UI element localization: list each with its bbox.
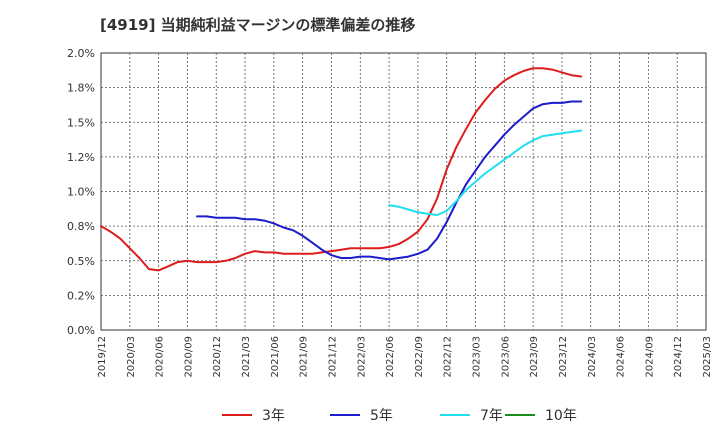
x-tick-label: 2020/03 — [126, 336, 137, 378]
y-tick-label: 1.5% — [67, 116, 95, 129]
x-tick-label: 2022/03 — [356, 336, 367, 378]
x-tick-label: 2020/09 — [183, 336, 194, 378]
x-tick-label: 2023/12 — [558, 336, 569, 378]
x-tick-label: 2020/06 — [155, 336, 166, 378]
x-tick-label: 2023/06 — [500, 336, 511, 378]
y-tick-label: 1.2% — [67, 151, 95, 164]
legend-label: 10年 — [545, 408, 577, 424]
legend-label: 3年 — [262, 408, 285, 424]
x-tick-label: 2024/03 — [587, 336, 598, 378]
y-tick-label: 0.2% — [67, 289, 95, 302]
chart-title: [4919] 当期純利益マージンの標準偏差の推移 — [100, 16, 416, 34]
y-tick-label: 0.8% — [67, 220, 95, 233]
y-tick-label: 1.0% — [67, 186, 95, 199]
x-tick-label: 2024/12 — [673, 336, 684, 378]
series-lines — [100, 67, 583, 272]
legend-label: 7年 — [480, 408, 503, 424]
x-tick-label: 2021/06 — [270, 336, 281, 378]
y-tick-label: 1.8% — [67, 82, 95, 95]
y-tick-label: 0.5% — [67, 255, 95, 268]
x-tick-label: 2021/09 — [299, 336, 310, 378]
x-tick-label: 2023/03 — [472, 336, 483, 378]
series-line-7年 — [388, 129, 583, 216]
x-tick-label: 2022/12 — [443, 336, 454, 378]
x-tick-label: 2025/03 — [702, 336, 713, 378]
axes: 0.0% 0.2% 0.5% 0.8% 1.0% 1.2% 1.5% 1.8% 2.0% 2019… — [67, 47, 713, 378]
legend-label: 5年 — [370, 408, 393, 424]
x-tick-label: 2020/12 — [212, 336, 223, 378]
x-tick-label: 2022/06 — [385, 336, 396, 378]
series-line-5年 — [196, 100, 583, 261]
x-tick-label: 2023/09 — [529, 336, 540, 378]
x-tick-label: 2024/06 — [616, 336, 627, 378]
y-tick-label: 2.0% — [67, 47, 95, 60]
y-tick-label: 0.0% — [67, 324, 95, 337]
legend: 3年 5年 7年 10年 — [222, 408, 577, 424]
plot-area — [100, 52, 707, 331]
x-tick-label: 2021/03 — [241, 336, 252, 378]
series-line-3年 — [100, 67, 583, 272]
grid — [100, 52, 707, 331]
x-tick-label: 2022/09 — [414, 336, 425, 378]
x-tick-label: 2021/12 — [327, 336, 338, 378]
x-tick-label: 2024/09 — [644, 336, 655, 378]
x-tick-label: 2019/12 — [97, 336, 108, 378]
